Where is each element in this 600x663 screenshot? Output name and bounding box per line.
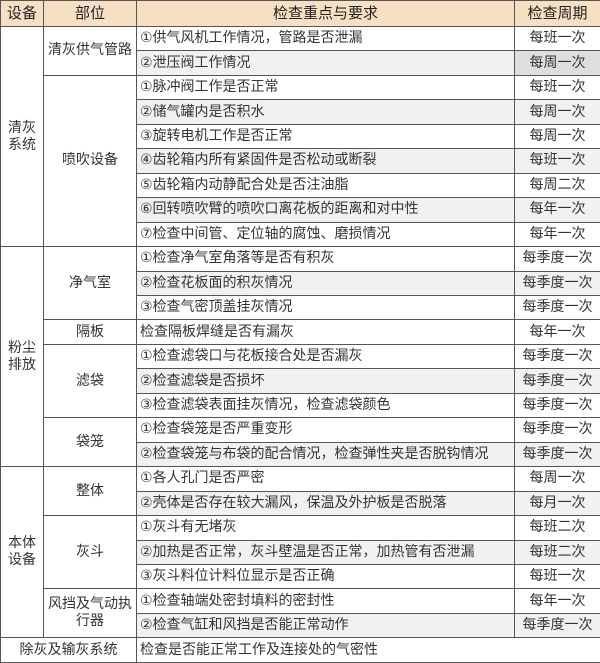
requirement-cell: ①检查滤袋口与花板接合处是否漏灰 (136, 343, 515, 370)
period-cell: 每年一次 (514, 588, 600, 614)
period-cell: 每班一次 (514, 563, 600, 590)
table-row: 袋笼 ①检查袋笼是否严重变形 每季度一次 (1, 417, 600, 468)
requirement-cell: ①各人孔门是否严密 (136, 466, 515, 492)
table-row: ④齿轮箱内所有紧固件是否松动或断裂 每班一次 (1, 148, 600, 174)
table-row: 本体设备 整体 ①各人孔门是否严密 每周一次 (0, 466, 600, 639)
period-cell: 每班一次 (514, 148, 600, 174)
equipment-cell: 清灰系统 (0, 25, 44, 248)
table-row: ⑦检查中间管、定位轴的腐蚀、磨损情况 每年一次 (1, 221, 600, 248)
period-cell: 每季度一次 (514, 343, 600, 370)
table-row: 粉尘排放 净气室 ①检查净气室角落等是否有积灰 每季度一次 (0, 246, 600, 468)
requirement-cell: ④齿轮箱内所有紧固件是否松动或断裂 (136, 148, 515, 174)
table-row: ⑥回转喷吹臂的喷吹口离花板的距离和对中性 每年一次 (1, 197, 600, 223)
period-cell: 每季度一次 (514, 612, 600, 639)
table-row: 喷吹设备 ①脉冲阀工作是否正常 每班一次 (1, 74, 600, 248)
requirement-cell: ②壳体是否存在较大漏风，保温及外护板是否脱落 (136, 490, 515, 517)
table-row: ②加热是否正常，灰斗壁温是否正常，加热管有否泄漏 每班二次 (1, 539, 600, 565)
part-cell: 隔板 (43, 319, 137, 345)
table-row: ③检查滤袋表面挂灰情况，检查滤袋颜色 每季度一次 (1, 392, 600, 419)
table-row: ③灰斗料位计料位显示是否正确 每班一次 (1, 563, 600, 590)
requirement-cell: ⑥回转喷吹臂的喷吹口离花板的距离和对中性 (136, 197, 515, 223)
table-row: ⑤齿轮箱内动静配合处是否注油脂 每周二次 (1, 172, 600, 199)
requirement-cell: ⑤齿轮箱内动静配合处是否注油脂 (136, 172, 515, 199)
requirement-cell: ②加热是否正常，灰斗壁温是否正常，加热管有否泄漏 (136, 539, 515, 565)
table-row: ②检查滤袋是否损坏 每季度一次 (1, 368, 600, 394)
period-cell: 每季度一次 (514, 417, 600, 443)
table-row: 风挡及气动执行器 ①检查轴端处密封填料的密封性 每年一次 (1, 588, 600, 639)
table-row: ③旋转电机工作是否正常 每周一次 (1, 123, 600, 150)
table-row: ②检查气缸和风挡是否能正常动作 每季度一次 (1, 612, 600, 639)
period-cell: 每周二次 (514, 172, 600, 199)
table-row: ②检查袋笼与布袋的配合情况，检查弹性夹是否脱钩情况 每季度一次 (1, 441, 600, 468)
header-period: 检查周期 (514, 0, 600, 27)
period-cell: 每周一次 (514, 50, 600, 76)
period-cell: 每班一次 (514, 74, 600, 101)
period-cell: 每周一次 (514, 99, 600, 125)
period-cell: 每季度一次 (514, 270, 600, 296)
table-row: ②检查花板面的积灰情况 每季度一次 (1, 270, 600, 296)
period-cell: 每班二次 (514, 539, 600, 565)
period-cell: 每周一次 (514, 466, 600, 492)
table-row: 隔板 检查隔板焊缝是否有漏灰 每年一次 (1, 319, 600, 345)
part-cell: 喷吹设备 (43, 74, 137, 248)
table-row: ②壳体是否存在较大漏风，保温及外护板是否脱落 每月一次 (1, 490, 600, 517)
period-cell: 每班一次 (514, 25, 600, 52)
requirement-cell: ②检查滤袋是否损坏 (136, 368, 515, 394)
header-requirement: 检查重点与要求 (136, 0, 515, 27)
table-row: 灰斗 ①灰斗有无堵灰 每班二次 (1, 515, 600, 590)
part-cell: 清灰供气管路 (43, 26, 137, 76)
header-part: 部位 (43, 0, 137, 27)
period-cell: 每季度一次 (514, 368, 600, 394)
part-cell: 整体 (43, 466, 137, 517)
period-cell: 每年一次 (514, 319, 600, 345)
period-cell: 每年一次 (514, 221, 600, 248)
part-cell: 滤袋 (43, 343, 137, 419)
header-equipment: 设备 (0, 0, 44, 27)
header-row: 设备 部位 检查重点与要求 检查周期 (0, 0, 600, 27)
footer-requirement-cell: 检查是否能正常工作及连接处的气密性 (136, 637, 600, 663)
table-row: 滤袋 ①检查滤袋口与花板接合处是否漏灰 每季度一次 (1, 343, 600, 419)
period-cell: 每班二次 (514, 515, 600, 541)
part-cell: 灰斗 (43, 515, 137, 590)
period-cell: 每月一次 (514, 490, 600, 517)
requirement-cell: ①供气风机工作情况，管路是否泄漏 (136, 25, 515, 52)
part-cell: 风挡及气动执行器 (43, 588, 137, 639)
requirement-cell: ①脉冲阀工作是否正常 (136, 74, 515, 101)
period-cell: 每季度一次 (514, 392, 600, 419)
requirement-cell: ②泄压阀工作情况 (136, 50, 515, 76)
requirement-cell: ②检查花板面的积灰情况 (136, 270, 515, 296)
table-row: ②泄压阀工作情况 每周一次 (1, 50, 600, 76)
equipment-cell: 本体设备 (0, 466, 44, 639)
requirement-cell: ②储气罐内是否积水 (136, 99, 515, 125)
equipment-cell: 粉尘排放 (0, 246, 44, 468)
part-cell: 袋笼 (43, 417, 137, 468)
period-cell: 每周一次 (514, 123, 600, 150)
footer-equipment-cell: 除灰及输灰系统 (0, 637, 137, 663)
footer-row: 除灰及输灰系统 检查是否能正常工作及连接处的气密性 (0, 637, 600, 663)
period-cell: 每季度一次 (514, 246, 600, 272)
requirement-cell: ⑦检查中间管、定位轴的腐蚀、磨损情况 (136, 221, 515, 248)
requirement-cell: ①检查轴端处密封填料的密封性 (136, 588, 515, 614)
part-cell: 净气室 (43, 246, 137, 321)
period-cell: 每季度一次 (514, 441, 600, 468)
requirement-cell: 检查隔板焊缝是否有漏灰 (136, 319, 515, 345)
requirement-cell: ①检查净气室角落等是否有积灰 (136, 246, 515, 272)
period-cell: 每年一次 (514, 197, 600, 223)
requirement-cell: ①灰斗有无堵灰 (136, 515, 515, 541)
requirement-cell: ③检查气密顶盖挂灰情况 (136, 294, 515, 321)
requirement-cell: ③检查滤袋表面挂灰情况，检查滤袋颜色 (136, 392, 515, 419)
requirement-cell: ③灰斗料位计料位显示是否正确 (136, 563, 515, 590)
requirement-cell: ①检查袋笼是否严重变形 (136, 417, 515, 443)
requirement-cell: ②检查袋笼与布袋的配合情况，检查弹性夹是否脱钩情况 (136, 441, 515, 468)
requirement-cell: ②检查气缸和风挡是否能正常动作 (136, 612, 515, 639)
requirement-cell: ③旋转电机工作是否正常 (136, 123, 515, 150)
table-row: 清灰系统 清灰供气管路 ①供气风机工作情况，管路是否泄漏 每班一次 (0, 25, 600, 248)
period-cell: 每季度一次 (514, 294, 600, 321)
